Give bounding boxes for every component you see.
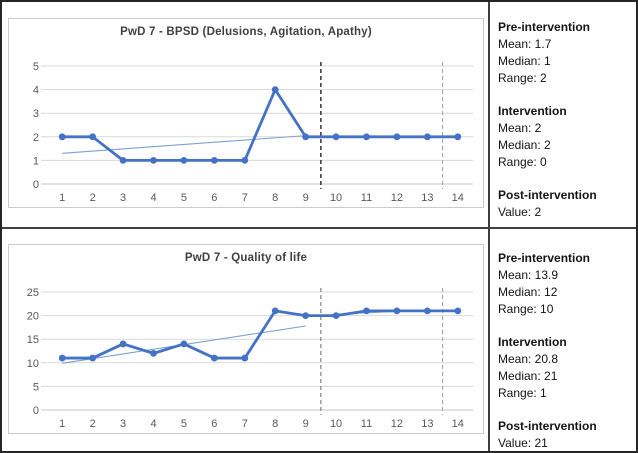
bpsd-stats-cell: Pre-intervention Mean: 1.7 Median: 1 Ran…: [490, 2, 636, 229]
svg-text:1: 1: [59, 192, 65, 204]
svg-text:6: 6: [211, 418, 217, 430]
qol-stats-cell: Pre-intervention Mean: 13.9 Median: 12 R…: [490, 229, 636, 451]
stats-line-range: Range: 10: [498, 302, 554, 316]
svg-text:5: 5: [33, 381, 39, 393]
stats-line-range: Range: 0: [498, 155, 547, 169]
svg-text:6: 6: [211, 192, 217, 204]
stats-line-mean: Mean: 13.9: [498, 268, 559, 282]
svg-text:5: 5: [181, 418, 187, 430]
svg-text:12: 12: [391, 418, 403, 430]
stats-line-value: Value: 21: [498, 436, 548, 450]
svg-text:13: 13: [421, 418, 433, 430]
svg-text:3: 3: [120, 418, 126, 430]
stats-heading: Intervention: [498, 335, 567, 349]
svg-text:11: 11: [361, 418, 372, 430]
svg-text:20: 20: [27, 311, 39, 323]
stats-line-median: Median: 12: [498, 285, 558, 299]
stats-line-value: Value: 2: [498, 205, 542, 219]
svg-text:1: 1: [33, 155, 39, 167]
stats-section-pre-intervention: Pre-intervention Mean: 13.9 Median: 12 R…: [498, 250, 632, 318]
svg-text:5: 5: [181, 192, 187, 204]
qol-chart-cell: PwD 7 - Quality of life 0 5 10 15 20 25 1 2 3 4 5 6…: [2, 229, 490, 451]
stats-line-mean: Mean: 20.8: [498, 352, 559, 366]
svg-text:15: 15: [27, 334, 39, 346]
svg-text:4: 4: [33, 85, 39, 97]
stats-line-range: Range: 1: [498, 386, 547, 400]
qol-chart-title: PwD 7 - Quality of life: [184, 252, 308, 264]
stats-line-median: Median: 1: [498, 54, 551, 68]
svg-text:25: 25: [27, 287, 39, 299]
svg-text:12: 12: [391, 192, 403, 204]
svg-text:10: 10: [330, 418, 342, 430]
svg-text:0: 0: [33, 179, 39, 191]
svg-text:8: 8: [272, 192, 278, 204]
svg-text:4: 4: [150, 192, 156, 204]
stats-line-median: Median: 2: [498, 138, 551, 152]
stats-section-pre-intervention: Pre-intervention Mean: 1.7 Median: 1 Ran…: [498, 19, 632, 87]
svg-text:2: 2: [90, 192, 96, 204]
svg-text:3: 3: [120, 192, 126, 204]
qol-chart: PwD 7 - Quality of life 0 5 10 15 20 25 1 2 3 4 5 6…: [8, 244, 484, 434]
svg-text:9: 9: [303, 418, 309, 430]
svg-text:0: 0: [33, 405, 39, 417]
svg-text:13: 13: [421, 192, 433, 204]
stats-line-mean: Mean: 2: [498, 121, 542, 135]
svg-text:4: 4: [150, 418, 156, 430]
svg-text:14: 14: [452, 418, 464, 430]
svg-text:8: 8: [272, 418, 278, 430]
svg-text:11: 11: [361, 192, 372, 204]
svg-text:1: 1: [59, 418, 65, 430]
bpsd-chart: PwD 7 - BPSD (Delusions, Agitation, Apat…: [8, 18, 484, 208]
stats-section-intervention: Intervention Mean: 2 Median: 2 Range: 0: [498, 103, 632, 171]
stats-section-intervention: Intervention Mean: 20.8 Median: 21 Range…: [498, 334, 632, 402]
svg-text:3: 3: [33, 108, 39, 120]
svg-text:10: 10: [27, 358, 39, 370]
stats-line-mean: Mean: 1.7: [498, 37, 552, 51]
stats-heading: Pre-intervention: [498, 20, 591, 34]
svg-text:9: 9: [303, 192, 309, 204]
stats-section-post-intervention: Post-intervention Value: 2: [498, 187, 632, 221]
bpsd-chart-title: PwD 7 - BPSD (Delusions, Agitation, Apat…: [120, 26, 372, 38]
svg-text:10: 10: [330, 192, 342, 204]
svg-text:7: 7: [242, 192, 248, 204]
svg-text:2: 2: [90, 418, 96, 430]
svg-text:2: 2: [33, 132, 39, 144]
svg-text:5: 5: [33, 61, 39, 73]
stats-line-median: Median: 21: [498, 369, 558, 383]
stats-heading: Post-intervention: [498, 188, 597, 202]
stats-heading: Intervention: [498, 104, 567, 118]
stats-heading: Post-intervention: [498, 419, 597, 433]
stats-heading: Pre-intervention: [498, 251, 591, 265]
svg-text:14: 14: [452, 192, 464, 204]
stats-line-range: Range: 2: [498, 71, 547, 85]
stats-section-post-intervention: Post-intervention Value: 21: [498, 418, 632, 451]
bpsd-chart-cell: PwD 7 - BPSD (Delusions, Agitation, Apat…: [2, 2, 490, 229]
svg-text:7: 7: [242, 418, 248, 430]
